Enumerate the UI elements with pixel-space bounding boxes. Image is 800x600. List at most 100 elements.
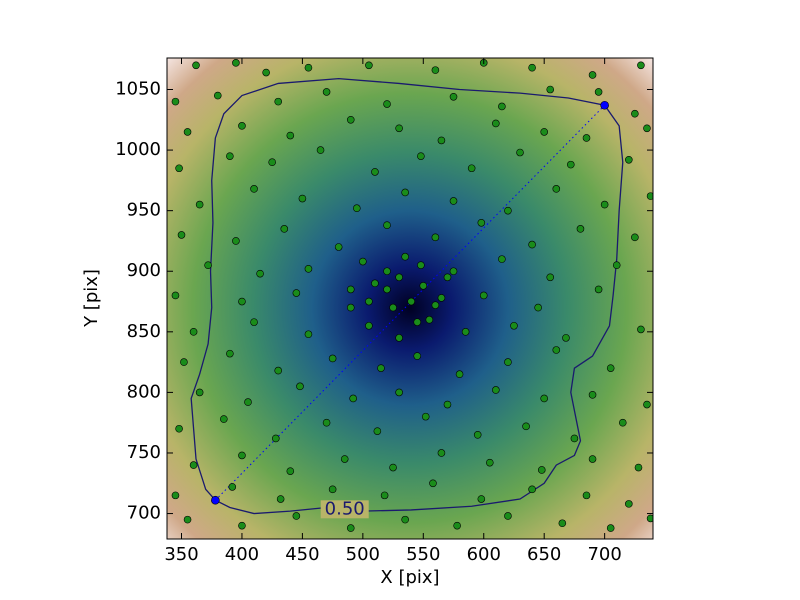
scatter-point	[473, 431, 482, 439]
scatter-point	[346, 524, 355, 532]
scatter-point	[380, 491, 389, 500]
scatter-point	[213, 91, 222, 100]
scatter-point	[280, 225, 289, 233]
scatter-point	[316, 146, 325, 154]
x-tick-label: 500	[346, 544, 380, 565]
scatter-point	[365, 297, 373, 306]
scatter-point	[373, 427, 382, 435]
scatter-point	[395, 124, 403, 133]
scatter-point	[286, 467, 295, 475]
scatter-point	[431, 66, 440, 74]
x-tick-label: 600	[467, 544, 501, 565]
scatter-point	[250, 318, 258, 326]
y-tick-label: 800	[127, 381, 161, 402]
scatter-point	[643, 124, 651, 133]
scatter-point	[226, 349, 234, 358]
scatter-point	[304, 330, 313, 339]
scatter-point	[606, 364, 615, 372]
scatter-point	[534, 303, 542, 312]
x-tick-label: 400	[225, 544, 259, 565]
scatter-point	[477, 218, 486, 227]
scatter-point	[643, 400, 651, 409]
scatter-point	[377, 364, 385, 372]
scatter-point	[244, 398, 252, 406]
scatter-point	[298, 194, 307, 203]
x-axis-label: X [pix]	[380, 567, 439, 588]
scatter-point	[395, 388, 403, 397]
y-tick-label: 750	[127, 442, 161, 463]
scatter-point	[431, 301, 440, 309]
scatter-point	[417, 152, 425, 160]
scatter-point	[540, 394, 548, 403]
scatter-point	[180, 358, 188, 366]
scatter-point	[334, 243, 343, 251]
scatter-point	[262, 68, 270, 77]
scatter-point	[646, 192, 653, 200]
scatter-point	[625, 500, 633, 508]
scatter-point	[401, 252, 409, 261]
scatter-point	[594, 285, 603, 294]
scatter-point	[238, 451, 246, 460]
y-tick-label: 950	[127, 200, 161, 221]
plot-area: 0.50	[171, 59, 653, 532]
scatter-point	[395, 334, 403, 342]
scatter-point	[453, 521, 461, 530]
scatter-point	[546, 85, 555, 94]
scatter-point	[637, 325, 645, 334]
scatter-point	[383, 267, 391, 276]
scatter-point	[528, 63, 536, 72]
scatter-point	[175, 424, 183, 433]
axes-frame	[166, 57, 654, 540]
scatter-point	[625, 155, 633, 164]
scatter-point	[504, 512, 512, 520]
contour-line	[190, 77, 624, 515]
scatter-point	[304, 265, 313, 273]
scatter-point	[171, 491, 180, 500]
scatter-point	[437, 449, 446, 457]
y-tick-label: 900	[127, 260, 161, 281]
scatter-point	[576, 225, 585, 233]
scatter-point	[562, 334, 570, 342]
scatter-point	[558, 519, 567, 528]
scatter-point	[395, 273, 403, 282]
scatter-point	[552, 185, 561, 193]
scatter-point	[443, 400, 452, 409]
scatter-point	[226, 152, 234, 160]
scatter-point	[177, 231, 186, 239]
contour-label-gap	[320, 500, 369, 519]
scatter-point	[461, 328, 470, 336]
scatter-point	[588, 391, 597, 399]
scatter-point	[449, 197, 458, 205]
scatter-point	[552, 346, 561, 354]
y-tick-label: 1000	[115, 139, 161, 160]
endpoint	[211, 495, 220, 505]
scatter-point	[232, 237, 240, 245]
scatter-point	[594, 88, 603, 96]
scatter-point	[600, 200, 609, 209]
scatter-point	[276, 495, 285, 503]
scatter-point	[413, 318, 422, 326]
scatter-point	[419, 281, 428, 290]
x-tick-label: 700	[587, 544, 621, 565]
scatter-point	[292, 512, 301, 520]
scatter-point	[588, 455, 597, 463]
scatter-point	[346, 285, 355, 294]
scatter-point	[340, 455, 349, 463]
scatter-point	[522, 422, 530, 431]
scatter-point	[566, 160, 575, 169]
scatter-point	[228, 483, 237, 491]
scatter-point	[618, 418, 627, 427]
scatter-point	[492, 119, 500, 128]
scatter-point	[220, 415, 228, 423]
scatter-point	[646, 514, 653, 523]
scatter-point	[631, 233, 639, 242]
scatter-point	[516, 148, 524, 157]
scatter-point	[449, 267, 458, 276]
scatter-point	[328, 485, 337, 494]
scatter-point	[353, 204, 361, 213]
scatter-point	[171, 97, 180, 106]
scatter-point	[582, 134, 591, 142]
scatter-point	[322, 418, 331, 427]
scatter-point	[407, 297, 416, 306]
x-tick-label: 650	[527, 544, 561, 565]
